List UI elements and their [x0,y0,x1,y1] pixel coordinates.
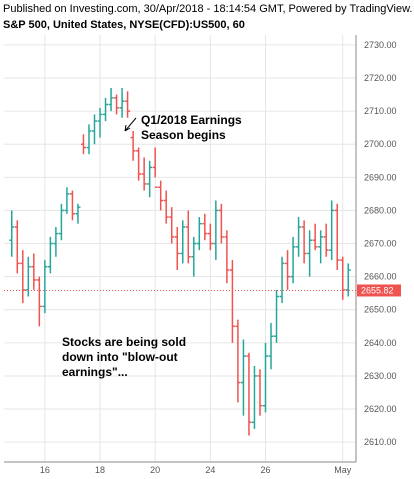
ohlc-bar [36,276,42,327]
y-tick-label: 2610.00 [364,437,397,447]
ohlc-bar [191,236,197,277]
stocks-annotation-line2: down into "blow-out [62,350,178,364]
ohlc-bar [97,107,103,138]
ohlc-bar [169,207,175,244]
y-tick-label: 2730.00 [364,40,397,50]
x-tick-label: 26 [260,465,270,475]
published-caption: Published on Investing.com, 30/Apr/2018 … [3,3,413,15]
ohlc-bar [229,260,235,343]
ohlc-bar [136,147,142,181]
ohlc-bar [263,342,268,413]
ohlc-bar [340,256,346,300]
ohlc-bar [64,187,70,214]
ohlc-bar [125,91,131,118]
y-tick-label: 2710.00 [364,106,397,116]
ohlc-bar [47,236,53,274]
ohlc-bar [152,147,158,189]
ohlc-bar [334,203,340,271]
grid-lines [4,35,356,462]
ohlc-bar [119,87,125,118]
ohlc-bar [207,223,213,251]
ohlc-bar [130,130,136,161]
ohlc-bar [185,210,191,264]
x-tick-label: 24 [205,465,215,475]
ohlc-bar [25,256,31,297]
ohlc-bar [279,256,285,304]
ohlc-bar [329,200,335,261]
x-tick-label: 20 [150,465,160,475]
x-tick-label: 16 [40,465,50,475]
ohlc-bar [86,124,92,155]
ohlc-bar [285,250,291,290]
y-tick-label: 2680.00 [364,205,397,215]
x-tick-label: 18 [95,465,105,475]
ohlc-bar [257,369,263,416]
ohlc-bar [323,223,329,257]
ohlc-bar [69,190,75,221]
ohlc-bar [251,366,257,429]
ohlc-bar [92,114,97,145]
y-tick-label: 2640.00 [364,338,397,348]
current-price-label: 2655.82 [361,285,394,295]
ohlc-bar [58,203,64,241]
ohlc-bar [196,217,202,251]
ohlc-bar [240,339,246,416]
axes: 2610.00 2620.00 2630.00 2640.00 2650.00 2660.… [4,35,397,475]
ohlc-bar [141,157,147,191]
ohlc-bar [31,253,37,290]
ohlc-bar [53,226,59,257]
ohlc-bar [163,190,169,224]
ohlc-bar [14,220,20,274]
y-tick-label: 2630.00 [364,371,397,381]
ohlc-bar [268,322,274,370]
ohlc-bars [9,87,351,436]
ohlc-bar [9,210,15,257]
ohlc-bar [224,230,230,284]
ohlc-bar [301,220,307,264]
y-tick-label: 2620.00 [364,404,397,414]
ohlc-bar [318,230,324,264]
y-tick-label: 2670.00 [364,239,397,249]
current-price-line: 2655.82 [4,284,401,297]
ohlc-bar [42,260,48,314]
ohlc-bar [218,203,224,244]
ohlc-bar [290,236,296,284]
y-tick-label: 2650.00 [364,305,397,315]
ohlc-bar [103,97,109,122]
earnings-annotation-line1: Q1/2018 Earnings [141,113,242,127]
ohlc-bar [307,230,313,277]
ohlc-bar [114,94,120,115]
ohlc-bar [312,223,318,251]
ohlc-bar [147,160,153,198]
ohlc-bar [202,213,208,241]
current-price-label-bg [357,284,401,297]
annotation-arrow [124,117,137,132]
ohlc-bar [180,220,186,264]
y-tick-label: 2660.00 [364,272,397,282]
ohlc-bar [296,217,302,257]
x-tick-label: May [334,465,352,475]
ohlc-bar [246,352,252,436]
earnings-annotation-line2: Season begins [141,128,226,142]
ohlc-bar [274,289,280,343]
stocks-annotation-line1: Stocks are being sold [62,335,186,349]
ohlc-bar [345,263,351,297]
ohlc-bar [108,87,114,112]
y-tick-label: 2700.00 [364,139,397,149]
y-tick-label: 2690.00 [364,172,397,182]
symbol-title: S&P 500, United States, NYSE(CFD):US500,… [3,19,245,31]
ohlc-bar [20,250,26,304]
ohlc-bar [75,203,81,224]
ohlc-bar [174,226,180,271]
ohlc-bar [80,134,86,155]
stocks-annotation-line3: earnings"... [62,365,128,379]
ohlc-bar [158,180,164,211]
ohlc-bar [213,200,219,261]
ohlc-bar [235,319,241,403]
y-tick-label: 2720.00 [364,73,397,83]
